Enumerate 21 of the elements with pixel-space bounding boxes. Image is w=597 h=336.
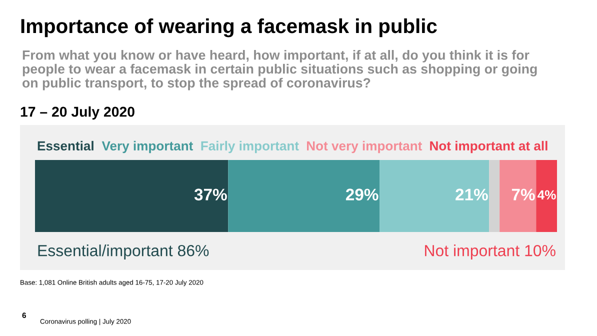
bar [228,160,380,232]
bar [536,160,557,232]
bar [35,160,228,232]
data-label: 37% [194,188,227,200]
text: Essential/important 86% [38,244,209,260]
chart-subtitle: From what you know or have heard, how important, if at all, do you think it is for people to wear a facemask in certain public situations such as shopping or going on public transport, to stop the spread of coronavirus? [22,50,537,90]
bar [380,160,490,232]
data-label: 21% [456,188,488,200]
chart-title: Importance of wearing a facemask in public [21,18,437,38]
data-label: 4% [537,190,556,200]
text: Not important 10% [425,244,556,260]
text: Fairly important [201,140,299,154]
text: 17 – 20 July 2020 [20,106,134,120]
bar [489,160,500,232]
series-label: Not important at all [430,140,548,154]
text: Very important [102,140,194,154]
bar [500,160,536,232]
data-label: 29% [346,188,378,200]
series-label: Essential [38,140,94,151]
data-label: 7% [512,188,535,200]
text: Not very important [307,140,422,154]
